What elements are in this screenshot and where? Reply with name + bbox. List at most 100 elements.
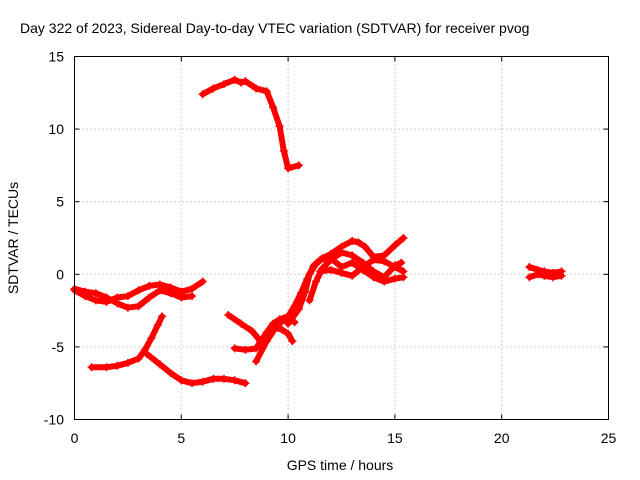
data-point xyxy=(134,354,143,363)
data-point xyxy=(305,270,314,279)
data-point xyxy=(209,374,218,383)
data-point xyxy=(155,286,164,295)
y-tick-label: -10 xyxy=(44,412,64,428)
data-point xyxy=(557,271,566,280)
data-point xyxy=(288,337,297,346)
data-point xyxy=(147,334,156,343)
data-point xyxy=(301,287,310,296)
data-point xyxy=(230,75,239,84)
data-point xyxy=(241,77,250,86)
chart-title: Day 322 of 2023, Sidereal Day-to-day VTE… xyxy=(20,20,529,36)
data-point xyxy=(311,277,320,286)
data-point xyxy=(237,78,246,87)
data-point xyxy=(390,274,399,283)
data-point xyxy=(187,379,196,388)
data-point xyxy=(134,286,143,295)
y-tick-labels: -10 -5 0 5 10 15 xyxy=(44,49,64,428)
data-point xyxy=(247,326,256,335)
data-point xyxy=(220,80,229,89)
data-point xyxy=(348,271,357,280)
data-point xyxy=(273,321,282,330)
data-point xyxy=(187,292,196,301)
data-point xyxy=(390,263,399,272)
series-arc-4 xyxy=(143,350,250,388)
data-point xyxy=(326,255,335,264)
data-point xyxy=(262,87,271,96)
data-point xyxy=(241,345,250,354)
data-point xyxy=(294,305,303,314)
data-point xyxy=(262,337,271,346)
series-trace xyxy=(144,351,249,387)
data-point xyxy=(348,258,357,267)
series-arc-3 xyxy=(87,312,167,372)
data-point xyxy=(305,296,314,305)
data-point xyxy=(166,289,175,298)
y-tick-label: -5 xyxy=(52,339,65,355)
data-point xyxy=(311,260,320,269)
data-point xyxy=(277,325,286,334)
data-point xyxy=(241,379,250,388)
data-point xyxy=(540,271,549,280)
data-point xyxy=(326,265,335,274)
data-point xyxy=(316,267,325,276)
series-arc-2 xyxy=(70,284,196,312)
data-point xyxy=(284,329,293,338)
data-point xyxy=(548,273,557,282)
data-point xyxy=(187,284,196,293)
data-point xyxy=(380,273,389,282)
y-tick-label: 5 xyxy=(56,194,64,210)
data-point xyxy=(279,146,288,155)
x-tick-label: 25 xyxy=(601,430,617,446)
data-point xyxy=(123,358,132,367)
data-point xyxy=(123,303,132,312)
data-point xyxy=(220,374,229,383)
data-point xyxy=(209,84,218,93)
data-point xyxy=(224,310,233,319)
data-point xyxy=(155,360,164,369)
data-point xyxy=(525,263,534,272)
data-point xyxy=(252,344,261,353)
x-tick-labels: 0 5 10 15 20 25 xyxy=(71,430,617,446)
x-tick-label: 20 xyxy=(494,430,510,446)
data-point xyxy=(91,296,100,305)
data-point xyxy=(525,273,534,282)
data-point xyxy=(158,312,167,321)
data-point xyxy=(87,363,96,372)
data-point xyxy=(123,292,132,301)
data-point xyxy=(369,267,378,276)
x-tick-label: 0 xyxy=(71,430,79,446)
x-tick-label: 10 xyxy=(280,430,296,446)
data-point xyxy=(358,263,367,272)
data-point xyxy=(275,122,284,131)
data-point xyxy=(237,319,246,328)
data-point xyxy=(134,302,143,311)
y-tick-label: 10 xyxy=(48,121,64,137)
data-point xyxy=(230,376,239,385)
data-point xyxy=(145,293,154,302)
x-axis-label: GPS time / hours xyxy=(287,457,394,473)
data-point xyxy=(102,293,111,302)
x-tick-label: 15 xyxy=(387,430,403,446)
data-point xyxy=(252,84,261,93)
series-arc-11 xyxy=(316,255,408,280)
data-point xyxy=(198,90,207,99)
data-point xyxy=(348,251,357,260)
data-point xyxy=(91,289,100,298)
series-arc-5 xyxy=(198,75,303,173)
data-point xyxy=(153,321,162,330)
data-point xyxy=(198,277,207,286)
data-point xyxy=(360,242,369,251)
x-tick-label: 5 xyxy=(177,430,185,446)
y-tick-label: 15 xyxy=(48,49,64,65)
data-point xyxy=(369,255,378,264)
data-point xyxy=(294,161,303,170)
data-point xyxy=(399,234,408,242)
data-point xyxy=(318,254,327,263)
data-point xyxy=(390,241,399,250)
data-point xyxy=(380,257,389,266)
data-point xyxy=(102,363,111,372)
data-point xyxy=(337,248,346,257)
y-tick-label: 0 xyxy=(56,266,64,282)
data-point xyxy=(284,319,293,328)
